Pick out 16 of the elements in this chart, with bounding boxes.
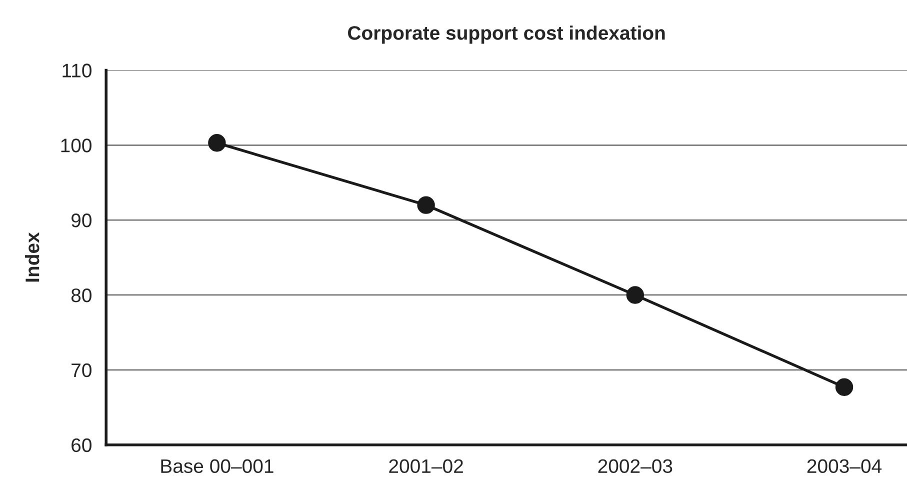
point xyxy=(626,286,644,304)
x-tick-label: Base 00–001 xyxy=(161,459,274,474)
point xyxy=(417,196,435,214)
y-tick-label: 90 xyxy=(72,214,92,228)
y-tick-label: 70 xyxy=(72,363,92,378)
point xyxy=(835,378,854,396)
x-tick-label: 2003–04 xyxy=(807,459,882,474)
point xyxy=(208,134,226,152)
x-tick-label: 2001–02 xyxy=(389,459,463,474)
x-tick-label: 2002–03 xyxy=(598,459,672,474)
y-tick-label: 100 xyxy=(61,138,92,152)
y-tick-label: 80 xyxy=(71,288,92,302)
y-tick-label: 60 xyxy=(72,438,92,452)
y-tick-label: 110 xyxy=(62,64,92,78)
chart-title: Corporate support cost indexation xyxy=(348,26,665,44)
y-axis-title: Index xyxy=(25,232,40,282)
